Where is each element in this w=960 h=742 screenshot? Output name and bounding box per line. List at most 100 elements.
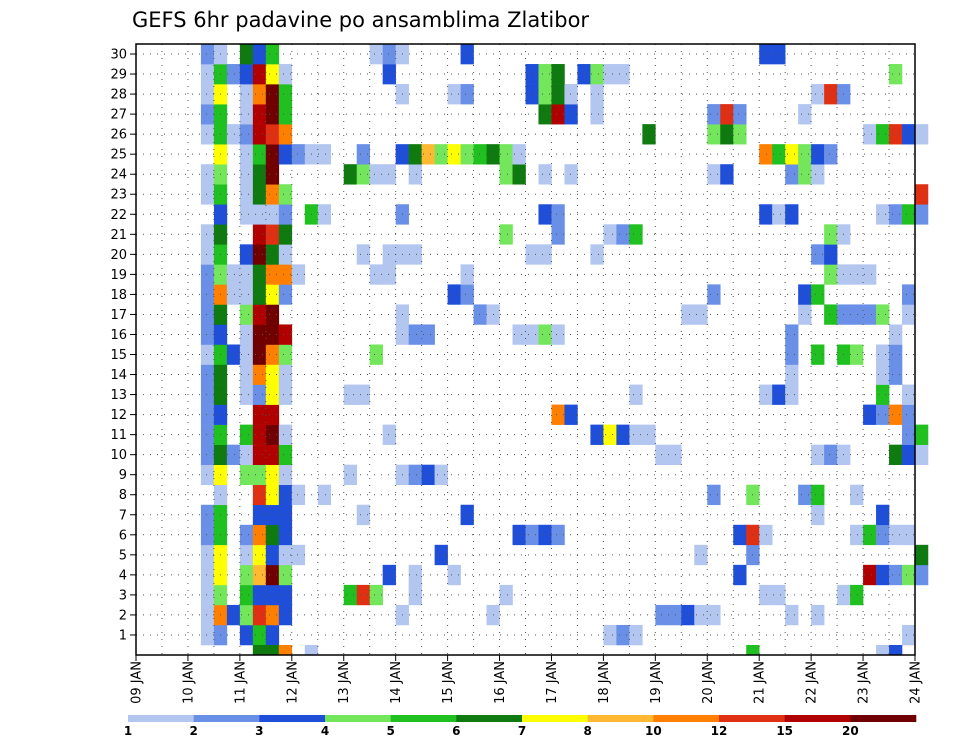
heatmap-cell	[200, 504, 215, 526]
heatmap-cell	[850, 304, 864, 325]
heatmap-cell	[551, 84, 565, 105]
colorbar-swatch	[456, 715, 523, 722]
colorbar-tick-label: 10	[645, 724, 662, 738]
heatmap-cell	[785, 144, 799, 165]
heatmap-cell	[616, 224, 630, 245]
x-tick-label: 23 JAN	[857, 661, 872, 704]
heatmap-cell	[239, 544, 254, 566]
heatmap-cell	[694, 304, 708, 325]
heatmap-cell	[811, 604, 825, 626]
heatmap-cell	[551, 224, 565, 245]
heatmap-cell	[291, 484, 306, 506]
heatmap-cell	[239, 624, 254, 646]
heatmap-cell	[252, 304, 267, 325]
heatmap-cell	[278, 504, 293, 526]
heatmap-cell	[239, 304, 254, 325]
heatmap-cell	[278, 64, 293, 85]
heatmap-cell	[746, 644, 760, 656]
y-tick-label: 29	[110, 68, 127, 83]
x-tick-label: 15 JAN	[441, 661, 456, 704]
heatmap-cell	[252, 644, 267, 656]
heatmap-cell	[239, 284, 254, 305]
colorbar: 1 2 3 4 5 6 7 8 10 12 15 20	[124, 715, 917, 738]
heatmap-cell	[252, 604, 267, 626]
heatmap-cell	[291, 144, 306, 165]
heatmap-cell	[200, 384, 215, 405]
heatmap-cell	[200, 564, 215, 586]
heatmap-cell	[915, 184, 929, 205]
colorbar-swatch	[587, 715, 654, 722]
colorbar-tick-label: 6	[452, 724, 460, 738]
colorbar-tick-label: 20	[842, 724, 859, 738]
x-tick-label: 12 JAN	[285, 661, 300, 704]
heatmap-cell	[460, 84, 474, 105]
x-axis: 09 JAN 10 JAN 11 JAN 12 JAN 13 JAN 14 JAN 15 J…	[130, 655, 924, 704]
heatmap-cell	[811, 344, 825, 365]
heatmap-cell	[603, 624, 617, 646]
heatmap-cell	[265, 604, 280, 626]
heatmap-cell	[590, 244, 604, 265]
heatmap-cell	[408, 464, 422, 486]
heatmap-cell	[811, 484, 825, 506]
heatmap-cell	[369, 44, 383, 65]
heatmap-cell	[278, 104, 293, 125]
heatmap-cell	[278, 524, 293, 546]
heatmap-cell	[876, 504, 890, 526]
heatmap-cell	[252, 624, 267, 646]
heatmap-cell	[200, 44, 215, 65]
heatmap-cell	[239, 464, 254, 486]
heatmap-cell	[265, 164, 280, 185]
heatmap-cell	[239, 164, 254, 185]
heatmap-cell	[447, 144, 461, 165]
heatmap-cell	[902, 124, 916, 145]
heatmap-cell	[590, 64, 604, 85]
heatmap-cell	[538, 164, 552, 185]
heatmap-cell	[252, 64, 267, 85]
heatmap-cell	[356, 164, 370, 185]
heatmap-cell	[785, 344, 799, 365]
heatmap-cell	[278, 424, 293, 445]
heatmap-cell	[629, 624, 643, 646]
y-tick-label: 30	[110, 48, 127, 63]
heatmap-cell	[200, 284, 215, 305]
heatmap-cell	[369, 584, 383, 606]
heatmap-cell	[538, 204, 552, 225]
heatmap-cell	[798, 284, 812, 305]
x-tick-label: 18 JAN	[597, 661, 612, 704]
heatmap-cell	[616, 64, 630, 85]
heatmap-cell	[252, 124, 267, 145]
colorbar-swatch	[259, 715, 326, 722]
heatmap-cell	[564, 104, 578, 125]
heatmap-cell	[239, 84, 254, 105]
heatmap-cell	[720, 104, 734, 125]
heatmap-cell	[408, 564, 422, 586]
heatmap-cell	[642, 124, 656, 145]
heatmap-cell	[694, 544, 708, 566]
heatmap-cell	[200, 604, 215, 626]
heatmap-cell	[252, 504, 267, 526]
heatmap-cell	[369, 344, 383, 365]
heatmap-cell	[278, 484, 293, 506]
x-tick-label: 20 JAN	[701, 661, 716, 704]
heatmap-cell	[811, 164, 825, 185]
heatmap-cell	[278, 324, 293, 345]
heatmap-cell	[239, 524, 254, 546]
heatmap-cell	[265, 504, 280, 526]
heatmap-cell	[200, 584, 215, 606]
heatmap-cell	[304, 644, 319, 656]
colorbar-swatch	[128, 715, 194, 722]
heatmap-cell	[499, 224, 513, 245]
y-tick-label: 28	[110, 88, 127, 103]
heatmap-cell	[200, 264, 215, 285]
heatmap-cell	[460, 284, 474, 305]
y-tick-label: 26	[110, 128, 127, 143]
y-tick-label: 10	[110, 448, 127, 463]
x-tick-label: 16 JAN	[493, 661, 508, 704]
heatmap-cell	[382, 44, 396, 65]
x-tick-label: 13 JAN	[337, 661, 352, 704]
heatmap-cell	[265, 224, 280, 245]
heatmap-cell	[239, 324, 254, 345]
heatmap-cell	[252, 464, 267, 486]
heatmap-cell	[733, 524, 747, 546]
heatmap-cell	[720, 164, 734, 185]
